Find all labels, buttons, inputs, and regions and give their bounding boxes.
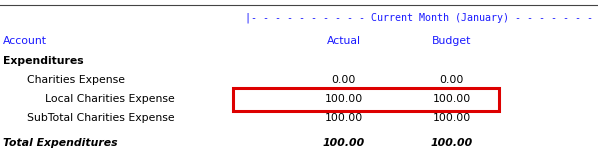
Text: 100.00: 100.00 (432, 113, 471, 123)
Text: Expenditures: Expenditures (3, 56, 84, 66)
Text: 100.00: 100.00 (431, 138, 472, 148)
Text: 100.00: 100.00 (323, 138, 365, 148)
Text: Total Expenditures: Total Expenditures (3, 138, 118, 148)
Text: 0.00: 0.00 (440, 75, 463, 85)
Text: SubTotal Charities Expense: SubTotal Charities Expense (27, 113, 175, 123)
Text: Charities Expense: Charities Expense (27, 75, 125, 85)
Text: 100.00: 100.00 (325, 94, 363, 104)
Text: Actual: Actual (327, 36, 361, 45)
Text: Account: Account (3, 36, 47, 45)
Text: |- - - - - - - - - - Current Month (January) - - - - - - - - - |: |- - - - - - - - - - Current Month (Janu… (245, 13, 598, 23)
Text: Budget: Budget (432, 36, 471, 45)
Text: 0.00: 0.00 (332, 75, 356, 85)
FancyBboxPatch shape (233, 88, 499, 111)
Text: 100.00: 100.00 (432, 94, 471, 104)
Text: Local Charities Expense: Local Charities Expense (45, 94, 175, 104)
Text: 100.00: 100.00 (325, 113, 363, 123)
